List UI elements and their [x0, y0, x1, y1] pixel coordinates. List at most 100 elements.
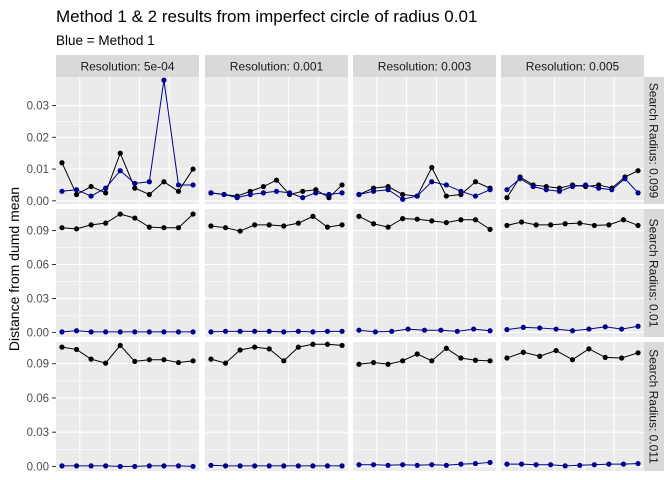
method-2-point [400, 358, 406, 364]
method-1-point [266, 328, 272, 334]
method-2-line [358, 215, 491, 230]
method-1-point [88, 463, 94, 469]
method-2-point [443, 219, 449, 226]
method-2-point [504, 355, 510, 361]
method-2-point [533, 222, 539, 228]
method-2-point [146, 357, 152, 363]
method-2-line [210, 343, 343, 364]
method-2-point [190, 166, 196, 172]
method-2-point [295, 220, 301, 226]
method-1-point [146, 463, 152, 469]
method-1-point [635, 323, 641, 329]
method-2-point [443, 193, 449, 199]
method-2-point [487, 226, 493, 232]
method-2-point [537, 353, 543, 359]
y-tick-label: 0.00 [27, 327, 49, 339]
method-2-point [73, 191, 80, 198]
method-2-point [237, 347, 243, 353]
method-1-point [287, 190, 293, 196]
method-1-point [73, 187, 80, 193]
method-2-point [59, 160, 65, 166]
method-1-point [385, 187, 391, 193]
method-2-point [562, 221, 568, 227]
method-1-point [117, 329, 123, 335]
method-1-point [443, 462, 449, 468]
method-1-point [266, 463, 272, 469]
method-2-line [61, 344, 194, 364]
method-2-point [88, 222, 94, 228]
method-2-point [472, 217, 479, 223]
method-1-point [548, 462, 554, 468]
method-1-point [472, 460, 479, 467]
method-1-point [222, 463, 229, 469]
method-2-point [339, 222, 345, 228]
method-2-point [443, 345, 449, 351]
method-1-point [458, 461, 464, 467]
method-2-point [324, 224, 331, 230]
method-2-point [414, 216, 420, 222]
method-2-point [88, 356, 94, 362]
method-2-point [73, 346, 80, 353]
facet-panel [501, 342, 644, 471]
method-1-line [61, 80, 194, 197]
method-1-point [59, 188, 65, 194]
facet-panel [56, 342, 199, 471]
method-2-point [429, 358, 435, 364]
method-2-point [356, 213, 362, 219]
method-1-point [609, 187, 615, 193]
method-1-point [385, 462, 391, 468]
method-2-point [88, 183, 94, 190]
method-1-point [356, 462, 362, 468]
method-2-point [208, 356, 214, 362]
method-1-point [132, 463, 138, 470]
method-2-point [569, 357, 576, 363]
method-1-point [487, 459, 493, 466]
method-2-point [132, 358, 138, 365]
row-strip [643, 77, 664, 204]
method-1-point [190, 463, 196, 470]
method-1-point [103, 185, 109, 191]
method-1-point [237, 328, 243, 334]
method-1-point [591, 462, 597, 468]
method-1-point [273, 188, 280, 194]
method-1-point [400, 462, 406, 468]
method-2-point [586, 346, 592, 352]
method-1-point [175, 329, 182, 335]
y-tick-label: 0.03 [27, 427, 49, 439]
method-1-point [606, 461, 612, 467]
method-2-point [635, 222, 641, 229]
method-1-point [59, 329, 65, 335]
y-tick-label: 0.01 [27, 164, 49, 176]
method-2-point [487, 358, 493, 364]
method-1-point [73, 463, 80, 469]
method-2-point [370, 359, 377, 366]
method-2-point [260, 183, 266, 190]
method-1-point [324, 328, 331, 334]
method-1-point [117, 168, 123, 174]
method-1-point [405, 326, 411, 332]
method-1-point [161, 77, 167, 83]
method-1-point [310, 329, 316, 335]
method-2-point [310, 213, 316, 219]
method-2-point [300, 188, 306, 194]
column-strip [56, 55, 199, 77]
method-1-point [59, 463, 65, 469]
method-2-point [117, 211, 123, 217]
row-strip-label: Search Radius: 0.099 [647, 83, 661, 199]
method-2-point [252, 344, 258, 350]
method-1-point [553, 326, 559, 332]
method-1-point [577, 462, 583, 468]
method-1-point [400, 196, 406, 202]
method-1-point [421, 327, 428, 333]
method-2-point [161, 225, 167, 231]
method-1-point [635, 460, 641, 467]
method-2-line [358, 166, 491, 197]
method-1-point [504, 187, 510, 193]
y-tick-label: 0.09 [27, 359, 49, 371]
method-1-point [73, 328, 80, 334]
method-1-line [506, 463, 639, 467]
method-2-line [506, 219, 639, 226]
facet-panel [56, 77, 199, 204]
method-1-point [339, 463, 345, 469]
method-2-point [339, 342, 345, 349]
